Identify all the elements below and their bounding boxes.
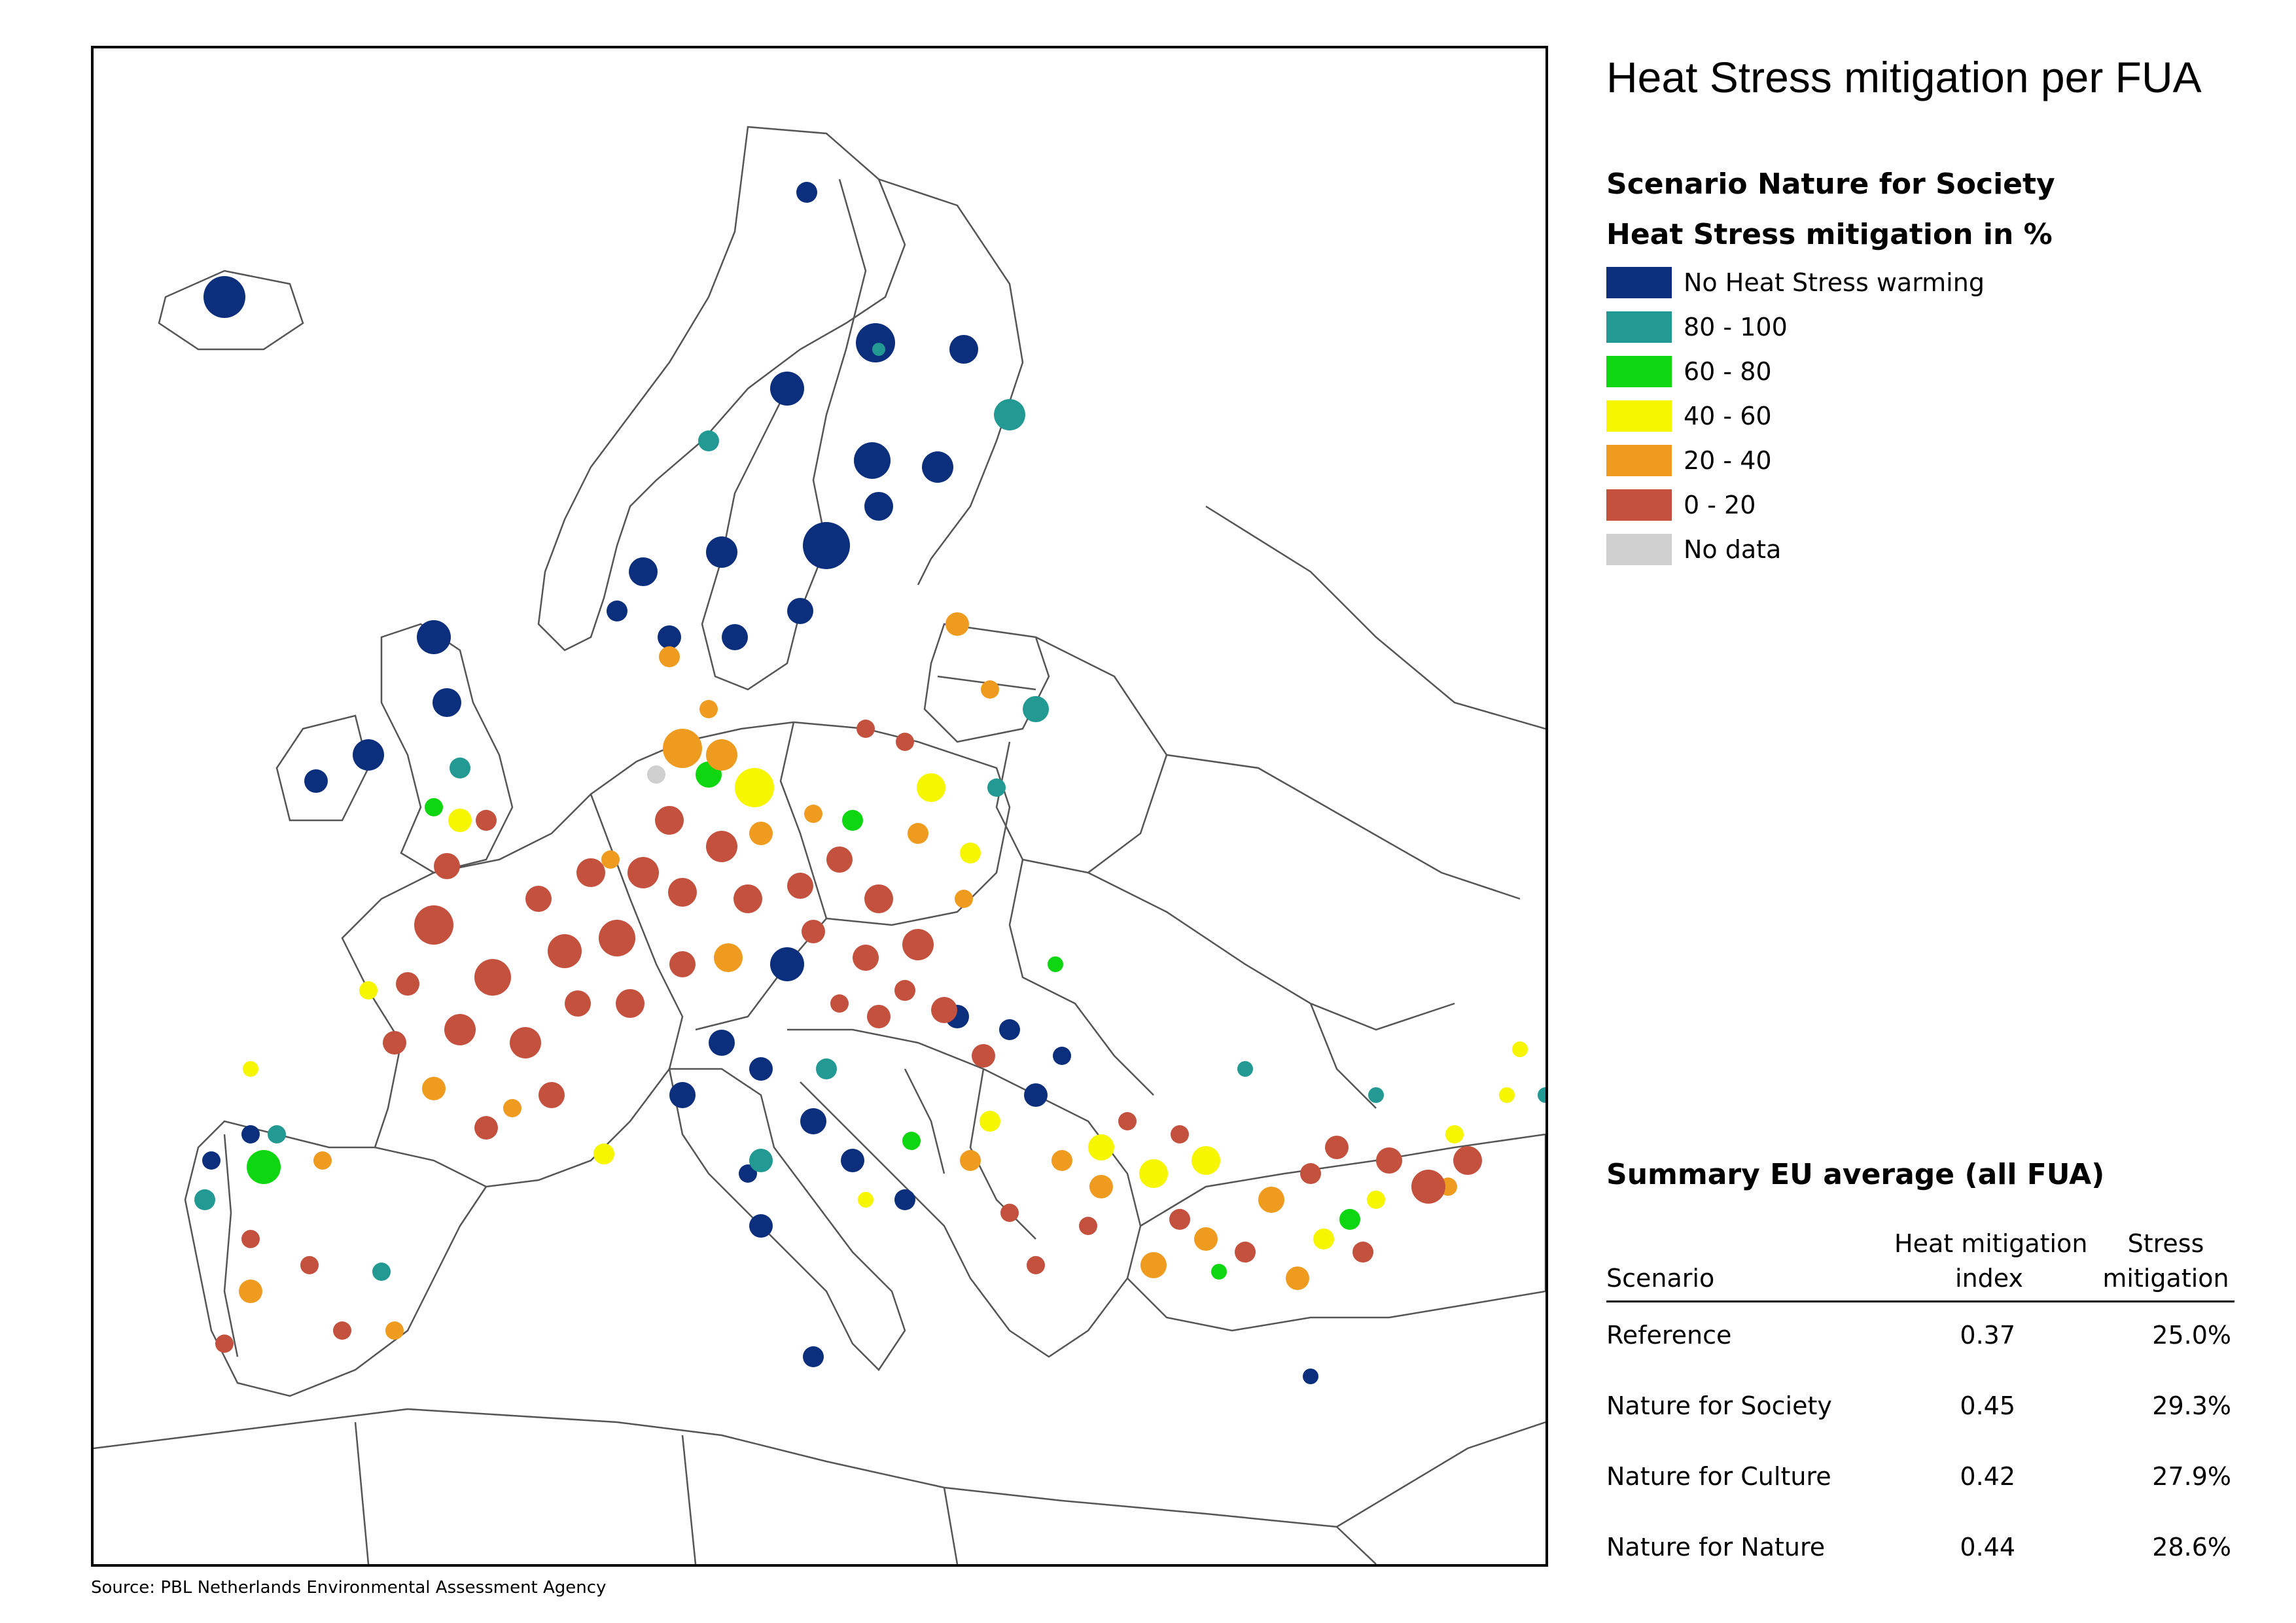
summary-row-stress: 27.9% [2152,1462,2231,1491]
summary-rule [1606,1300,2234,1302]
fua-0-20 [215,720,1482,1353]
legend-item-80-100: 80 - 100 [1606,311,2064,343]
fua-no-data [647,765,665,784]
scenario-heading: Scenario Nature for Society [1606,167,2055,201]
summary-col-scenario: Scenario [1606,1264,1715,1293]
legend-label: 80 - 100 [1684,313,1788,341]
summary-row-stress: 29.3% [2152,1391,2231,1420]
source-note: Source: PBL Netherlands Environmental As… [91,1578,607,1597]
summary-row-stress: 28.6% [2152,1533,2231,1562]
legend-swatch [1606,311,1672,343]
legend-swatch [1606,489,1672,521]
page-title: Heat Stress mitigation per FUA [1606,53,2202,101]
legend-swatch [1606,534,1672,565]
summary-row-heat-index: 0.37 [1960,1321,2015,1350]
summary-col-heat-line1: Heat mitigation [1894,1229,2088,1258]
legend-label: 60 - 80 [1684,357,1772,386]
summary-row-heat-index: 0.45 [1960,1391,2015,1420]
summary-row-scenario: Reference [1606,1321,1732,1350]
legend-label: 40 - 60 [1684,402,1772,430]
europe-map [94,126,1545,1564]
legend-swatch [1606,267,1672,298]
fua-80-100 [194,343,1545,1281]
fua-60-80 [247,761,1360,1280]
fua-regions [194,182,1545,1384]
legend-item-60-80: 60 - 80 [1606,356,2064,387]
legend-heading: Heat Stress mitigation in % [1606,218,2053,251]
summary-row-scenario: Nature for Nature [1606,1533,1826,1562]
legend-item-no-data: No data [1606,534,2064,565]
legend-item-no-warming: No Heat Stress warming [1606,267,2064,298]
fua-no-warming [202,182,1318,1384]
summary-heading: Summary EU average (all FUA) [1606,1158,2105,1191]
legend-item-0-20: 0 - 20 [1606,489,2064,521]
summary-col-stress-line1: Stress [2127,1229,2204,1258]
summary-col-stress-line2: mitigation [2102,1264,2229,1293]
legend-label: 20 - 40 [1684,446,1772,475]
fua-20-40 [239,612,1457,1340]
legend-swatch [1606,445,1672,476]
map-frame [91,46,1548,1567]
fua-40-60 [243,768,1528,1249]
legend-label: No data [1684,535,1782,564]
legend-swatch [1606,400,1672,432]
summary-row-stress: 25.0% [2152,1321,2231,1350]
summary-row-scenario: Nature for Culture [1606,1462,1831,1491]
legend-item-40-60: 40 - 60 [1606,400,2064,432]
summary-row-heat-index: 0.44 [1960,1533,2015,1562]
summary-row-heat-index: 0.42 [1960,1462,2015,1491]
legend-item-20-40: 20 - 40 [1606,445,2064,476]
country-borders [94,126,1545,1564]
summary-row-scenario: Nature for Society [1606,1391,1832,1420]
summary-col-heat-line2: index [1955,1264,2023,1293]
legend-label: No Heat Stress warming [1684,268,1985,297]
legend-label: 0 - 20 [1684,491,1756,519]
legend-swatch [1606,356,1672,387]
